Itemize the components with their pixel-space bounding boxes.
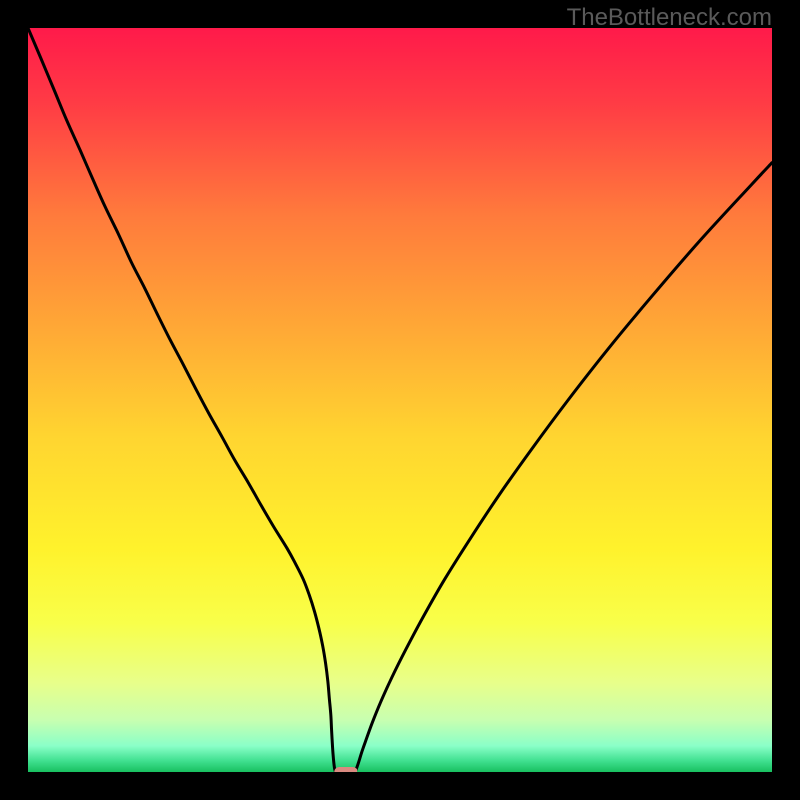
plot-area — [28, 28, 772, 772]
chart-frame: TheBottleneck.com — [0, 0, 800, 800]
minimum-marker-shape — [334, 767, 358, 772]
curve-right-branch — [355, 163, 772, 772]
bottleneck-curves — [28, 28, 772, 772]
curve-left-branch — [28, 28, 335, 771]
minimum-marker — [334, 767, 358, 772]
